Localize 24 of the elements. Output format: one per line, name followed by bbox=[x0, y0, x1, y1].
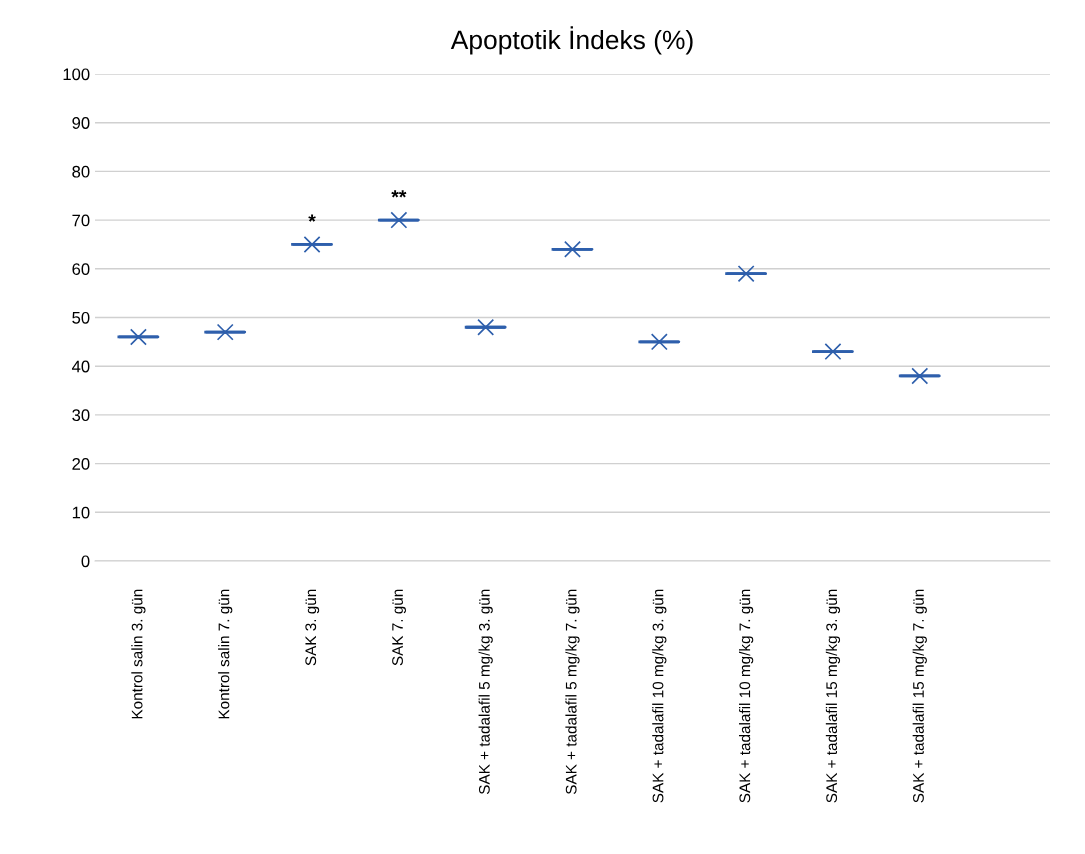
chart-title: Apoptotik İndeks (%) bbox=[450, 26, 693, 55]
annotation: * bbox=[308, 214, 316, 222]
annotation: ** bbox=[391, 190, 407, 198]
y-tick-label: 50 bbox=[72, 311, 90, 324]
x-tick-label: SAK + tadalafil 10 mg/kg 3. gün bbox=[652, 589, 667, 803]
y-tick-label: 70 bbox=[72, 214, 90, 227]
y-tick-label: 10 bbox=[72, 506, 90, 519]
x-tick-label: SAK + tadalafil 10 mg/kg 7. gün bbox=[739, 589, 754, 803]
y-tick-label: 80 bbox=[72, 165, 90, 178]
x-tick-label: Kontrol salin 7. gün bbox=[218, 589, 233, 719]
x-tick-label: SAK + tadalafil 15 mg/kg 7. gün bbox=[912, 589, 927, 803]
y-tick-label: 30 bbox=[72, 409, 90, 422]
y-tick-label: 40 bbox=[71, 360, 90, 373]
y-tick-label: 0 bbox=[81, 555, 90, 568]
x-tick-label: Kontrol salin 3. gün bbox=[131, 589, 146, 719]
x-tick-label: SAK 7. gün bbox=[392, 589, 406, 666]
x-tick-label: SAK + tadalafil 15 mg/kg 3. gün bbox=[825, 589, 841, 803]
y-tick-label: 90 bbox=[72, 117, 90, 129]
y-tick-label: 60 bbox=[72, 263, 90, 275]
x-tick-label: SAK + tadalafil 5 mg/kg 7. gün bbox=[565, 589, 580, 795]
x-tick-label: SAK 3. gün bbox=[305, 589, 320, 666]
y-tick-label: 100 bbox=[63, 68, 90, 81]
y-tick-label: 20 bbox=[72, 458, 90, 470]
x-tick-label: SAK + tadalafil 5 mg/kg 3. gün bbox=[478, 589, 493, 795]
